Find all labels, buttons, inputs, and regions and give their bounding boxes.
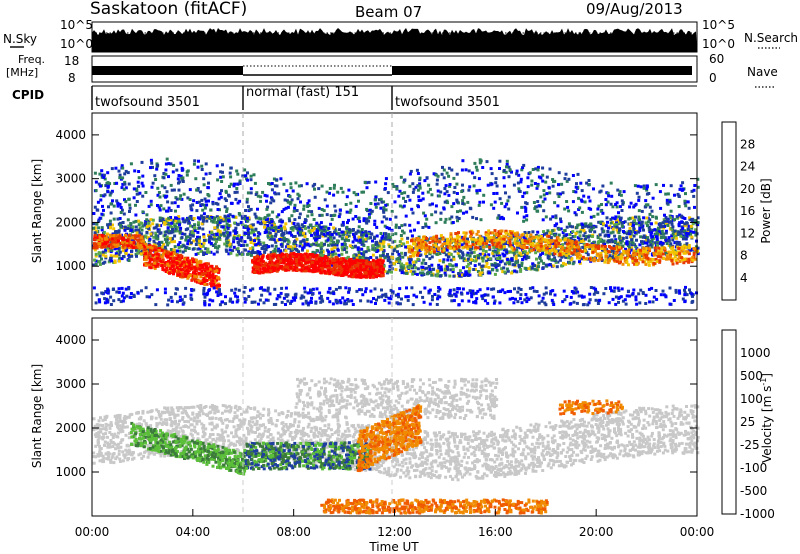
- colorbar-tick-label: 12: [740, 226, 755, 240]
- nave-tick-low: 0: [709, 71, 717, 85]
- colorbar-tick-label: -500: [740, 484, 767, 498]
- nave-tick-high: 60: [709, 52, 724, 66]
- x-tick-label: 00:00: [75, 525, 110, 539]
- x-tick-label: 12:00: [377, 525, 412, 539]
- y-tick-label: 2000: [55, 215, 86, 229]
- velocity-xlabel: Time UT: [368, 540, 419, 554]
- velocity-colorbar: 1000 500 100 25 -25 -100 -500 -1000: [721, 329, 775, 521]
- y-tick-label: 1000: [55, 465, 86, 479]
- noise-strip: 10^5 10^0 10^5 10^0 N.Sky N.Search: [3, 18, 798, 53]
- date-title: 09/Aug/2013: [586, 0, 683, 18]
- y-tick-label: 4000: [55, 128, 86, 142]
- power-ylabel: Slant Range [km]: [30, 159, 44, 263]
- x-tick-label: 04:00: [176, 525, 211, 539]
- y-tick-label: 3000: [55, 172, 86, 186]
- velocity-panel: 4000 3000 2000 1000 Slant Range [km] 1000 50…: [30, 317, 775, 554]
- cpid-strip: CPID twofsound 3501 normal (fast) 151 tw…: [12, 85, 697, 110]
- power-panel: 4000 3000 2000 1000 Slant Range [km] 28 24 20…: [30, 112, 773, 311]
- beam-title: Beam 07: [355, 3, 422, 21]
- colorbar-tick-label: -1000: [740, 507, 775, 521]
- cpid-segment-2: normal (fast) 151: [246, 85, 359, 100]
- x-tick-label: 16:00: [478, 525, 513, 539]
- freq-bar: [392, 66, 692, 75]
- freq-label: Freq.: [18, 53, 45, 66]
- freq-unit-label: [MHz]: [6, 66, 38, 79]
- colorbar-tick-label: 1000: [740, 346, 771, 360]
- velocity-ylabel: Slant Range [km]: [30, 364, 44, 468]
- power-colorbar-label: Power [dB]: [759, 178, 773, 243]
- colorbar-tick-label: 16: [740, 204, 755, 218]
- cpid-label: CPID: [12, 88, 44, 102]
- velocity-heatmap: [92, 377, 700, 515]
- station-title: Saskatoon (fitACF): [90, 0, 247, 19]
- colorbar-tick-label: 24: [740, 160, 755, 174]
- velocity-x-ticks: 00:00 04:00 08:00 12:00 16:00 20:00 00:00: [75, 509, 715, 539]
- y-tick-label: 1000: [55, 259, 86, 273]
- freq-strip: 18 8 60 0 Freq. [MHz] Nave: [6, 52, 778, 88]
- colorbar-tick-label: -100: [740, 461, 767, 475]
- nsky-tick-low: 10^0: [60, 37, 93, 51]
- x-tick-label: 20:00: [579, 525, 614, 539]
- colorbar-tick-label: 25: [740, 415, 755, 429]
- nsky-tick-high: 10^5: [60, 18, 93, 32]
- nsearch-label: N.Search: [744, 31, 798, 45]
- colorbar-tick-label: -25: [740, 438, 760, 452]
- nsearch-tick-low: 10^0: [702, 37, 735, 51]
- power-colorbar: 28 24 20 16 12 8 4: [721, 121, 755, 301]
- colorbar-tick-label: 4: [740, 271, 748, 285]
- y-tick-label: 2000: [55, 421, 86, 435]
- colorbar-tick-label: 100: [740, 392, 763, 406]
- cpid-segment-3: twofsound 3501: [395, 95, 500, 110]
- colorbar-tick-label: 8: [740, 249, 748, 263]
- cpid-segment-1: twofsound 3501: [95, 95, 200, 110]
- colorbar-tick-label: 500: [740, 369, 763, 383]
- velocity-y-ticks: 4000 3000 2000 1000: [55, 333, 697, 479]
- nsky-label: N.Sky: [3, 32, 37, 46]
- power-heatmap: [92, 157, 700, 307]
- colorbar-tick-label: 28: [740, 137, 755, 151]
- velocity-colorbar-label: Velocity [m s-1]: [759, 373, 774, 463]
- power-y-ticks: 4000 3000 2000 1000: [55, 128, 697, 273]
- freq-tick-high: 18: [64, 54, 79, 68]
- y-tick-label: 3000: [55, 377, 86, 391]
- freq-bar: [92, 66, 243, 75]
- colorbar-tick-label: 20: [740, 182, 755, 196]
- freq-tick-low: 8: [68, 71, 76, 85]
- x-tick-label: 00:00: [680, 525, 715, 539]
- noise-trace: [92, 28, 697, 52]
- x-tick-label: 08:00: [276, 525, 311, 539]
- nsearch-tick-high: 10^5: [702, 18, 735, 32]
- nave-label: Nave: [747, 65, 778, 79]
- y-tick-label: 4000: [55, 333, 86, 347]
